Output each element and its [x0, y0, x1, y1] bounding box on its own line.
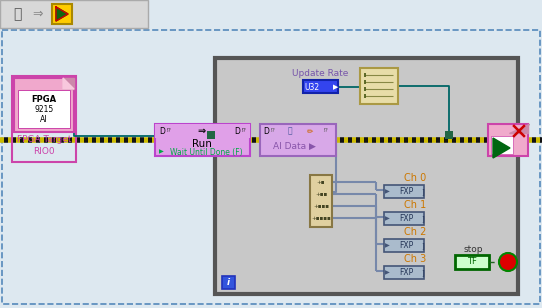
- Text: D: D: [234, 127, 240, 136]
- Text: !?: !?: [322, 128, 328, 133]
- Text: 9215: 9215: [34, 106, 54, 115]
- Text: +▪▪▪: +▪▪▪: [313, 204, 329, 209]
- Polygon shape: [493, 138, 510, 158]
- Text: AI: AI: [40, 115, 48, 124]
- Polygon shape: [63, 78, 74, 89]
- Text: +▪▪▪▪: +▪▪▪▪: [311, 216, 331, 221]
- Bar: [360, 68, 398, 104]
- Text: ✋: ✋: [13, 7, 21, 21]
- Text: +▪▪: +▪▪: [315, 192, 327, 197]
- Text: stop: stop: [463, 245, 483, 253]
- Bar: [488, 124, 528, 156]
- Text: Ch 1: Ch 1: [404, 200, 426, 210]
- Text: !?: !?: [165, 128, 171, 133]
- Bar: [155, 124, 250, 156]
- Text: FPGA: FPGA: [31, 95, 56, 104]
- Text: RIO0: RIO0: [33, 147, 55, 156]
- Polygon shape: [63, 78, 74, 89]
- Bar: [310, 175, 332, 227]
- Text: 👓: 👓: [288, 127, 292, 136]
- Bar: [12, 76, 76, 162]
- Bar: [2, 30, 540, 304]
- Bar: [155, 124, 250, 138]
- Text: TF: TF: [467, 257, 477, 266]
- Text: D: D: [159, 127, 165, 136]
- Text: FXP: FXP: [399, 214, 413, 223]
- Text: Wait Until Done (F): Wait Until Done (F): [170, 148, 242, 156]
- Text: ]: ]: [422, 242, 424, 249]
- Text: Run: Run: [192, 139, 212, 149]
- Text: Ch 2: Ch 2: [404, 227, 426, 237]
- Text: ▶: ▶: [385, 243, 389, 248]
- Bar: [384, 185, 424, 198]
- Bar: [384, 266, 424, 279]
- Text: FXP: FXP: [399, 268, 413, 277]
- Text: ✏: ✏: [307, 127, 313, 136]
- Text: ▶: ▶: [385, 216, 389, 221]
- Text: ▶: ▶: [385, 270, 389, 275]
- Text: ⇒: ⇒: [198, 126, 206, 136]
- Bar: [52, 4, 72, 24]
- Text: Ch 3: Ch 3: [404, 254, 426, 264]
- Text: AI Data ▶: AI Data ▶: [273, 141, 315, 151]
- Bar: [491, 136, 513, 154]
- Text: ▶: ▶: [333, 84, 339, 90]
- Text: D: D: [263, 127, 269, 136]
- Text: ]: ]: [422, 188, 424, 195]
- Bar: [207, 131, 215, 139]
- Text: ]: ]: [422, 215, 424, 222]
- Text: ▶: ▶: [385, 189, 389, 194]
- Bar: [260, 124, 336, 156]
- Bar: [384, 239, 424, 252]
- Text: +▪: +▪: [317, 180, 325, 184]
- Text: FXP: FXP: [399, 187, 413, 196]
- Polygon shape: [509, 124, 529, 133]
- Bar: [455, 255, 489, 269]
- Bar: [222, 276, 235, 289]
- Bar: [215, 58, 518, 294]
- Text: U32: U32: [305, 83, 320, 91]
- Polygon shape: [56, 7, 68, 21]
- Text: Ch 0: Ch 0: [404, 173, 426, 183]
- Text: ▶: ▶: [159, 149, 163, 155]
- Bar: [18, 90, 70, 128]
- Text: !?: !?: [269, 128, 275, 133]
- Text: FXP: FXP: [399, 241, 413, 250]
- Text: ⇒: ⇒: [33, 7, 43, 21]
- Bar: [303, 80, 338, 93]
- Bar: [445, 131, 453, 139]
- Text: i: i: [227, 278, 230, 287]
- Text: Update Rate: Update Rate: [292, 68, 348, 78]
- Bar: [14, 78, 74, 132]
- Text: ]: ]: [422, 269, 424, 276]
- Text: FPGA Target: FPGA Target: [17, 136, 71, 144]
- Circle shape: [499, 253, 517, 271]
- Bar: [384, 212, 424, 225]
- Text: !?: !?: [240, 128, 246, 133]
- Bar: [0, 0, 148, 28]
